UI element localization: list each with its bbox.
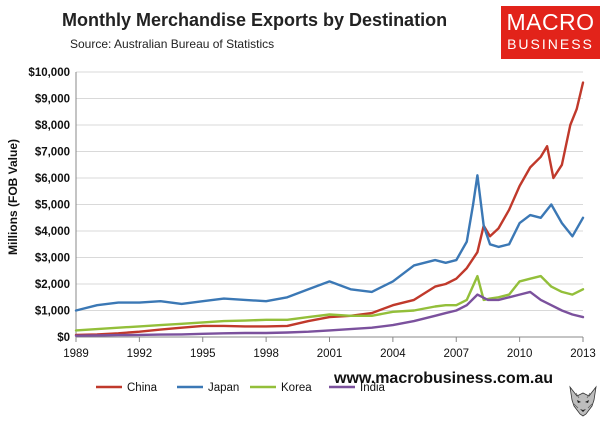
chart-tick-labels: $0 $1,000 $2,000 $3,000 $4,000 $5,000 $6,000 $7…	[28, 67, 595, 360]
legend-label-korea: Korea	[281, 382, 312, 394]
chart-axes	[75, 72, 584, 342]
x-tick-label: 1992	[127, 348, 153, 360]
x-tick-label: 1995	[190, 348, 216, 360]
chart-grid	[76, 71, 583, 311]
y-axis-label: Millions (FOB Value)	[6, 139, 20, 255]
chart-subtitle: Source: Australian Bureau of Statistics	[70, 37, 275, 51]
chart-title: Monthly Merchandise Exports by Destinati…	[62, 10, 448, 30]
y-tick-label: $0	[57, 332, 70, 344]
x-tick-label: 2004	[380, 348, 406, 360]
series-line-china	[74, 81, 585, 337]
series-line-india	[74, 290, 585, 337]
wolf-head-logo-icon	[566, 384, 600, 418]
x-tick-label: 2007	[443, 348, 469, 360]
y-tick-label: $3,000	[35, 253, 70, 265]
y-tick-label: $5,000	[35, 200, 70, 212]
chart-legend: China Japan Korea India	[96, 382, 386, 394]
macro-business-logo: MACRO BUSINESS	[501, 6, 600, 59]
x-tick-label: 2013	[570, 348, 596, 360]
series-line-korea	[74, 274, 585, 332]
chart-plot-area	[74, 81, 585, 337]
y-tick-label: $6,000	[35, 173, 70, 185]
logo-line-1: MACRO	[506, 9, 595, 35]
x-tick-label: 2001	[317, 348, 343, 360]
y-tick-label: $1,000	[35, 306, 70, 318]
website-url: www.macrobusiness.com.au	[334, 370, 554, 387]
series-line-japan	[74, 174, 585, 312]
y-tick-label: $8,000	[35, 120, 70, 132]
y-tick-label: $2,000	[35, 279, 70, 291]
logo-line-2: BUSINESS	[507, 36, 594, 52]
y-tick-label: $7,000	[35, 147, 70, 159]
y-tick-label: $10,000	[28, 67, 70, 79]
x-tick-label: 2010	[507, 348, 533, 360]
y-tick-label: $9,000	[35, 94, 70, 106]
legend-label-india: India	[360, 382, 386, 394]
y-tick-label: $4,000	[35, 226, 70, 238]
legend-label-japan: Japan	[208, 382, 239, 394]
x-tick-label: 1989	[63, 348, 89, 360]
x-tick-label: 1998	[253, 348, 279, 360]
legend-label-china: China	[127, 382, 158, 394]
